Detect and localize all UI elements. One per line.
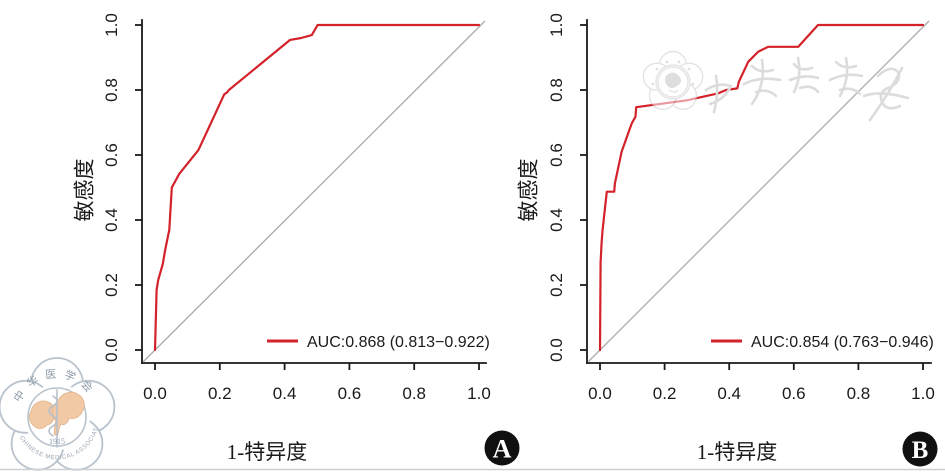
y-tick-label: 0.0 [547, 338, 566, 362]
script-glyph [704, 74, 733, 114]
x-tick-label: 1.0 [911, 384, 935, 403]
badge-letter: B [912, 437, 929, 464]
china-map-shape [51, 391, 85, 437]
y-tick-label: 0.6 [102, 143, 121, 167]
seal-inner-ring [657, 66, 689, 98]
x-tick-label: 0.2 [653, 384, 677, 403]
badge-circle [484, 430, 520, 466]
x-tick-label: 0.6 [782, 384, 806, 403]
y-tick-label: 0.8 [547, 78, 566, 102]
y-tick-label: 1.0 [102, 13, 121, 37]
x-tick-label: 0.0 [143, 384, 167, 403]
x-tick-label: 1.0 [467, 384, 491, 403]
axis-ticks: 0.0 0.2 0.4 0.6 0.8 1.0 0.0 0.2 0.4 0.6 0.8 1.0 [102, 13, 491, 403]
legend-label: AUC:0.854 (0.763−0.946) [751, 334, 934, 351]
y-tick-label: 0.8 [102, 78, 121, 102]
x-tick-label: 0.2 [208, 384, 232, 403]
seal-dot [687, 67, 691, 71]
badge-letter: A [493, 434, 512, 463]
logo-year: 1915 [49, 437, 65, 446]
seal-dot [655, 67, 659, 71]
y-tick-label: 0.2 [102, 273, 121, 297]
x-tick-label: 0.0 [588, 384, 612, 403]
legend: AUC:0.854 (0.763−0.946) [711, 334, 934, 351]
legend-label: AUC:0.868 (0.813−0.922) [307, 334, 490, 351]
y-axis-label: 敏感度 [72, 159, 96, 222]
legend: AUC:0.868 (0.813−0.922) [267, 334, 490, 351]
seal-dot [665, 60, 669, 64]
x-axis-label: 1-特异度 [227, 440, 308, 464]
axis-ticks: 0.0 0.2 0.4 0.6 0.8 1.0 0.0 0.2 0.4 0.6 0.8 1.0 [547, 13, 935, 403]
x-tick-label: 0.6 [338, 384, 362, 403]
reference-diagonal [587, 20, 930, 363]
script-watermark [704, 56, 910, 122]
roc-curve [153, 23, 481, 352]
x-tick-label: 0.8 [402, 384, 426, 403]
y-tick-label: 1.0 [547, 13, 566, 37]
x-tick-label: 0.4 [273, 384, 297, 403]
reference-diagonal [142, 20, 486, 363]
y-tick-label: 0.6 [547, 143, 566, 167]
china-map-shape [28, 400, 55, 429]
x-tick-label: 0.8 [847, 384, 871, 403]
y-tick-label: 0.4 [547, 208, 566, 232]
badge-circle [902, 431, 938, 467]
panel-b: 0.0 0.2 0.4 0.6 0.8 1.0 0.0 0.2 0.4 0.6 0.8 1.0 1-特… [516, 13, 934, 464]
seal-snake [668, 89, 679, 93]
y-tick-label: 0.2 [547, 273, 566, 297]
script-glyph [862, 66, 910, 122]
seal-dot [677, 60, 681, 64]
panel-b-badge: B [902, 431, 938, 467]
seal-watermark [642, 50, 704, 111]
cma-logo-watermark: 中华医学会 CHINESE MEDICAL ASSOCIATION 1915 [0, 0, 116, 471]
script-glyph [742, 58, 782, 106]
seal-map-blob [665, 72, 682, 89]
seal-dot [691, 82, 695, 86]
panel-a-badge: A [484, 430, 520, 466]
caduceus-icon [48, 389, 58, 448]
script-glyph [828, 56, 864, 98]
y-tick-label: 0.4 [102, 208, 121, 232]
y-axis-label: 敏感度 [516, 159, 540, 222]
x-tick-label: 0.4 [717, 384, 741, 403]
seal-dot [651, 82, 655, 86]
x-axis-label: 1-特异度 [697, 440, 778, 464]
panel-a: 0.0 0.2 0.4 0.6 0.8 1.0 0.0 0.2 0.4 0.6 0.8 1.0 1-特… [72, 13, 490, 464]
y-tick-label: 0.0 [102, 338, 121, 362]
script-glyph [788, 56, 820, 94]
